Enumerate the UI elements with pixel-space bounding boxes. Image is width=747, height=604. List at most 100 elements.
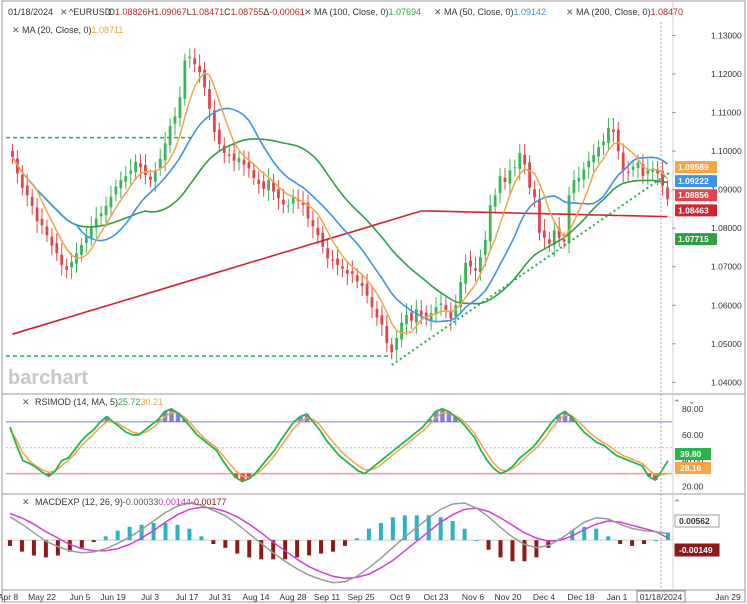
ma200-line: [12, 210, 668, 335]
candle-body: [360, 282, 364, 287]
rsi-overbought-fill: [569, 416, 574, 422]
candle-body: [350, 271, 354, 274]
y-tick-label: 1.13000: [711, 30, 742, 40]
rsi-overbought-fill: [175, 412, 181, 422]
macd-histogram-bar: [139, 524, 144, 541]
candle-body: [552, 230, 556, 246]
candle-body: [277, 189, 280, 199]
x-tick-label: Oct 9: [390, 592, 411, 602]
macd-tag-label: -0.00149: [679, 545, 713, 555]
candle-body: [20, 175, 24, 188]
candle-body: [405, 314, 408, 325]
close-icon[interactable]: ✕: [22, 497, 30, 507]
candle-body: [572, 180, 576, 194]
rsi-tick-label: 40.00: [682, 456, 704, 466]
macd-line: [9, 502, 669, 584]
candle-body: [626, 171, 630, 173]
chevron-down-icon[interactable]: ⌄: [688, 396, 696, 406]
rsi-overbought-fill: [298, 416, 303, 422]
watermark: barchart: [8, 367, 88, 389]
chevron-up-icon[interactable]: ⌃: [673, 498, 681, 508]
candle-body: [444, 304, 448, 310]
macd-histogram-bar: [378, 522, 383, 541]
candle-body: [153, 170, 157, 182]
price-tag: [675, 233, 717, 246]
price-tag: [675, 204, 717, 217]
candle-body: [577, 178, 581, 182]
rsi-oversold-fill: [653, 473, 658, 481]
value-tags: 1.09589 1.09222 1.08856 1.08463 1.07715 39.80…: [674, 160, 720, 557]
macd-histogram-bar: [271, 540, 276, 560]
candle-body: [493, 195, 497, 207]
rsi-overbought-fill: [440, 408, 445, 422]
candle-body: [400, 322, 403, 340]
macd-histogram-bar: [259, 540, 264, 560]
macd-panel[interactable]: [6, 502, 672, 584]
price-tag-label: 1.09222: [678, 176, 709, 186]
candle-body: [163, 143, 167, 161]
macd-histogram-bar: [31, 540, 36, 556]
candle-body: [602, 141, 605, 145]
macd-histogram-bar: [342, 540, 347, 546]
candle-body: [65, 266, 69, 270]
candle-body: [345, 270, 349, 274]
close-icon[interactable]: ✕: [434, 7, 442, 17]
rsi-legend: ✕ RSIMOD (14, MA, 5)25.7230.21 ⌃ ⌄: [22, 396, 696, 408]
macd-histogram-bar: [390, 517, 395, 541]
rsi-line: [9, 407, 669, 483]
legend-symbol: ^EURUSD: [69, 7, 112, 17]
candle-body: [592, 154, 596, 163]
close-icon[interactable]: ✕: [12, 25, 20, 35]
legend-ma200: MA (200, Close, 0)1.08470: [576, 7, 683, 17]
candle-body: [232, 153, 236, 161]
macd-legend: ✕ MACDEXP (12, 26, 9)-0.000330.00144-0.0…: [22, 497, 681, 508]
macd-histogram-bar: [642, 540, 647, 544]
close-icon[interactable]: ✕: [566, 7, 574, 17]
candle-body: [30, 196, 34, 206]
macd-histogram-bar: [498, 540, 503, 558]
legend-ma100: MA (100, Close, 0)1.07694: [314, 7, 421, 17]
candle-body: [148, 176, 152, 181]
macd-histogram-bar: [67, 540, 72, 552]
rsi-tick-label: 60.00: [682, 430, 704, 440]
chevron-up-icon[interactable]: ⌃: [673, 398, 681, 408]
candle-body: [661, 171, 665, 186]
candle-body: [272, 181, 275, 192]
candle-body: [94, 218, 98, 228]
close-icon[interactable]: ✕: [304, 7, 312, 17]
macd-tag-label: 0.00562: [679, 516, 710, 526]
macd-histogram-bar: [163, 522, 168, 541]
x-tick-label: Jul 17: [176, 592, 199, 602]
ma50-line: [11, 107, 668, 323]
price-tag-label: 1.08463: [678, 205, 709, 215]
y-tick-label: 1.10000: [711, 146, 742, 156]
candle-body: [119, 180, 123, 189]
candle-body: [469, 260, 472, 267]
candle-body: [331, 259, 335, 261]
x-tick-label: Jan 1: [607, 592, 628, 602]
macd-tag: [674, 543, 720, 557]
rsi-overbought-fill: [446, 411, 452, 422]
candle-body: [459, 282, 463, 307]
price-panel[interactable]: [6, 48, 671, 366]
macd-histogram-bar: [654, 540, 659, 542]
rsi-tag-label: 28.16: [680, 463, 702, 473]
rsi-overbought-fill: [562, 411, 568, 422]
rsi-overbought-fill: [453, 416, 458, 422]
close-icon[interactable]: ✕: [22, 397, 30, 407]
candle-body: [222, 145, 226, 154]
candle-body: [513, 167, 517, 169]
candle-body: [45, 226, 49, 236]
candle-body: [104, 205, 108, 216]
close-icon[interactable]: ✕: [60, 7, 68, 17]
macd-histogram-bar: [606, 536, 611, 541]
candle-body: [183, 60, 187, 99]
candle-body: [227, 154, 231, 156]
rsi-panel[interactable]: [6, 407, 672, 483]
candle-body: [439, 303, 443, 305]
trendline: [391, 171, 671, 366]
candle-body: [478, 257, 482, 273]
macd-histogram-bar: [55, 540, 60, 556]
candle-body: [449, 311, 453, 319]
